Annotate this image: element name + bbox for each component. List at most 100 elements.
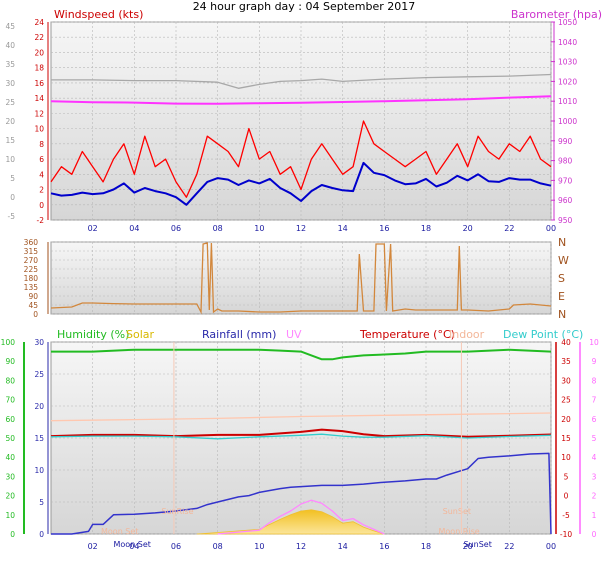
wind-direction-grid	[51, 241, 552, 315]
rain-tick-label: 30	[34, 338, 44, 347]
humidity-header: Humidity (%)	[57, 328, 129, 341]
temperature-tick-label: 35	[561, 357, 571, 366]
windspeed-tick-label: 8	[39, 140, 44, 149]
windspeed-axis-label: Windspeed (kts)	[54, 8, 143, 21]
dewpoint-header: Dew Point (°C)	[503, 328, 583, 341]
secondary-tick-label: 5	[10, 174, 15, 183]
hour-tick-label: 00	[546, 224, 556, 233]
uv-tick-label: 6	[592, 415, 597, 424]
temperature-tick-label: 40	[561, 338, 571, 347]
direction-tick-label: 360	[24, 238, 39, 247]
temperature-header: Temperature (°C)	[359, 328, 455, 341]
event-annotation: SunRise	[161, 507, 193, 516]
windspeed-tick-label: 16	[34, 79, 44, 88]
compass-label: W	[558, 254, 569, 267]
wind-direction-series	[50, 242, 552, 315]
solar-area	[196, 509, 385, 535]
windspeed-tick-label: 4	[39, 170, 44, 179]
rain-tick-label: 5	[39, 498, 44, 507]
uv-tick-label: 2	[592, 492, 597, 501]
humidity-tick-label: 50	[5, 434, 15, 443]
secondary-tick-label: 35	[5, 60, 15, 69]
compass-label: N	[558, 308, 566, 321]
temperature-tick-label: -5	[562, 511, 570, 520]
hour-tick-label: 04	[129, 224, 139, 233]
barometer-tick-label: 990	[558, 137, 573, 146]
wind_gust-line	[50, 120, 552, 198]
uv-line	[217, 499, 385, 535]
windspeed-tick-label: 18	[34, 64, 44, 73]
direction-tick-label: 315	[24, 247, 39, 256]
secondary-tick-label: 0	[10, 193, 15, 202]
temp-hum-rain-series: Moon Set SunRise SunSet Moon Rise SunSet Moon…	[50, 342, 552, 549]
uv-tick-label: 9	[592, 357, 597, 366]
rain-tick-label: 20	[34, 402, 44, 411]
event-annotation: Moon Set	[101, 527, 138, 536]
hour-tick-label: 02	[88, 224, 98, 233]
barometer-tick-label: 950	[558, 216, 573, 225]
dewpoint-line	[50, 433, 552, 440]
hour-tick-label: 02	[88, 542, 98, 551]
uv-header: UV	[286, 328, 302, 341]
humidity-tick-label: 30	[5, 472, 15, 481]
barometer-axis-label: Barometer (hpa)	[511, 8, 602, 21]
temperature-tick-label: 15	[561, 434, 571, 443]
solar-header: Solar	[126, 328, 155, 341]
windspeed-tick-label: 20	[34, 48, 44, 57]
hour-tick-label: 18	[421, 542, 431, 551]
secondary-tick-label: -5	[8, 212, 16, 221]
event-annotation: SunSet	[443, 507, 471, 516]
hour-tick-label: 18	[421, 224, 431, 233]
compass-label: S	[558, 272, 565, 285]
secondary-tick-label: 40	[5, 41, 15, 50]
hour-tick-label: 06	[171, 542, 181, 551]
hour-tick-label: 10	[254, 224, 264, 233]
indoor-line	[50, 412, 552, 422]
hour-tick-label: 08	[213, 542, 223, 551]
direction-tick-label: 270	[24, 256, 39, 265]
humidity-tick-label: 80	[5, 376, 15, 385]
humidity-tick-label: 60	[5, 415, 15, 424]
rain-tick-label: 0	[39, 530, 44, 539]
direction-tick-label: 225	[24, 265, 39, 274]
barometer-tick-label: 1020	[558, 77, 577, 86]
direction-tick-label: 90	[28, 292, 38, 301]
hour-tick-label: 14	[338, 542, 348, 551]
hour-tick-label: 20	[463, 224, 473, 233]
wind-baro-series	[50, 73, 552, 206]
uv-tick-label: 8	[592, 376, 597, 385]
secondary-tick-label: 30	[5, 79, 15, 88]
direction-tick-label: 180	[24, 274, 39, 283]
event-annotation: Moon Rise	[439, 527, 480, 536]
windspeed-tick-label: 0	[39, 201, 44, 210]
windspeed-tick-label: 22	[34, 33, 44, 42]
temperature-tick-label: 10	[561, 453, 571, 462]
direction-tick-label: 45	[28, 301, 38, 310]
event-annotation: Moon Set	[114, 540, 151, 549]
rainfall-header: Rainfall (mm)	[202, 328, 276, 341]
hour-tick-label: 12	[296, 224, 306, 233]
temperature-tick-label: 20	[561, 415, 571, 424]
hour-tick-label: 16	[379, 224, 389, 233]
barometer-tick-label: 1000	[558, 117, 577, 126]
windspeed-tick-label: 14	[34, 94, 44, 103]
hour-tick-label: 08	[213, 224, 223, 233]
temperature-tick-label: 5	[564, 472, 569, 481]
rain-tick-label: 10	[34, 466, 44, 475]
uv-tick-label: 1	[592, 511, 597, 520]
temperature-line	[50, 428, 552, 438]
indoor_baro_grey-line	[51, 73, 552, 89]
barometer-tick-label: 1010	[558, 97, 577, 106]
secondary-tick-label: 45	[5, 22, 15, 31]
direction-line	[50, 242, 552, 315]
uv-tick-label: 4	[592, 453, 597, 462]
barometer-tick-label: 1040	[558, 38, 577, 47]
temperature-tick-label: 30	[561, 376, 571, 385]
hour-tick-label: 22	[504, 542, 514, 551]
uv-tick-label: 5	[592, 434, 597, 443]
windspeed-tick-label: 12	[34, 109, 44, 118]
temperature-tick-label: 0	[564, 492, 569, 501]
